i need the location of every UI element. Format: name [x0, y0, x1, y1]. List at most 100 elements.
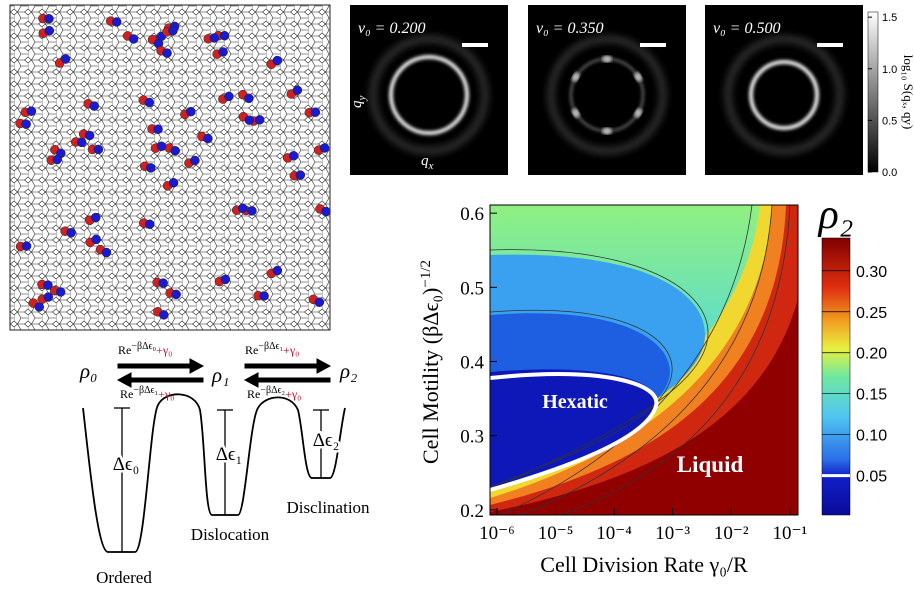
defect-blue — [146, 163, 156, 173]
defect-blue — [272, 265, 283, 276]
rate-part: −βΔϵ₁ — [133, 385, 158, 396]
halo — [548, 36, 666, 154]
defect-blue — [156, 141, 167, 152]
gray-colorbar: log₁₀ S(qₓ, qy) — [867, 11, 914, 173]
defect-blue — [128, 34, 139, 44]
state-label: ρ₁ — [211, 363, 229, 387]
barrier-label: Δϵ₂ — [313, 430, 340, 451]
y-tick-label: 0.5 — [460, 278, 484, 299]
defect-blue — [26, 106, 37, 116]
halo — [370, 36, 488, 154]
defect-blue — [203, 133, 213, 144]
diffraction-panel: v₀ = 0.350 — [528, 5, 686, 175]
x-axis-label: Cell Division Rate γ₀/R — [540, 552, 748, 577]
barrier-label: Δϵ₀ — [113, 454, 140, 475]
defect-blue — [153, 124, 163, 135]
ring — [749, 60, 819, 130]
defect-blue — [93, 144, 104, 155]
well-label: Ordered — [96, 568, 152, 587]
x-tick-label: 10⁻⁶ — [479, 523, 515, 544]
y-tick-label: 0.4 — [460, 352, 484, 373]
defect-blue — [220, 274, 231, 285]
q-symbol: q — [349, 100, 365, 108]
q-label: qx — [421, 153, 434, 172]
colorbar-tick-label: 0.05 — [856, 469, 887, 486]
contour — [490, 309, 673, 488]
label-part: y) — [901, 118, 914, 129]
defect-blue — [52, 154, 63, 165]
defect-blue — [171, 289, 181, 300]
defect-blue — [292, 85, 303, 95]
x-tick-label: 10⁻⁴ — [596, 523, 632, 544]
y-tick-label: 0.3 — [460, 427, 484, 448]
q-subscript: x — [428, 160, 434, 172]
defect-blue — [209, 33, 220, 43]
energy-diagram: ρ₀ ρ₁ ρ₂ Re−βΔϵ₀+γ₀ Re−βΔϵ₁+γ₀ Re−βΔϵ₁+γ… — [79, 341, 370, 587]
defect-blue — [288, 151, 299, 161]
defect-blue — [218, 47, 228, 57]
rate: Re−βΔϵ₀+γ₀ — [118, 341, 172, 357]
defect-blue — [244, 93, 254, 104]
defect-blue — [310, 107, 321, 117]
defect-blue — [219, 30, 230, 41]
gray-tick-label: 1.0 — [882, 64, 897, 76]
q-symbol: q — [421, 153, 429, 169]
panel-label: v₀ = 0.200 — [358, 20, 425, 37]
x-tick-label: 10⁻¹ — [772, 523, 807, 544]
defect-blue — [76, 137, 87, 148]
colorbar-tick-label: 0.30 — [856, 264, 887, 281]
q-label: qy — [349, 96, 368, 109]
defect-blue — [168, 25, 178, 36]
defect-blue — [186, 106, 196, 117]
panel-bg — [528, 5, 686, 175]
colorbar-tick-label: 0.15 — [856, 387, 887, 404]
y-tick-label: 0.6 — [460, 204, 484, 225]
defect-blue — [247, 206, 257, 216]
halo — [725, 36, 843, 154]
rate-part: Re — [118, 343, 131, 357]
defect-blue — [295, 170, 306, 180]
hexatic-boundary — [490, 372, 659, 492]
gray-ticks: 0.0 0.5 1.0 1.5 — [868, 12, 897, 179]
defect-blue — [43, 292, 54, 302]
defect-blue — [60, 54, 71, 64]
defect-blue — [21, 119, 31, 129]
contour — [519, 205, 773, 515]
label-part: −1/2 — [418, 260, 434, 288]
rate-part: −βΔϵ₁ — [258, 341, 283, 352]
defect-blue — [168, 178, 179, 188]
gray-tick-label: 1.5 — [882, 12, 897, 24]
y-axis-label: Cell Motility (βΔϵ₀)−1/2 — [418, 260, 443, 464]
defect-blue — [259, 291, 269, 301]
arrow — [117, 358, 205, 374]
q-subscript: y — [356, 96, 368, 102]
defect-blue — [111, 17, 122, 27]
rate: Re−βΔϵ₂+γ₀ — [247, 385, 301, 401]
defect-blue — [90, 212, 101, 223]
defect-blue — [162, 48, 172, 58]
rate-part: Re — [245, 343, 258, 357]
label-part: Cell Motility (βΔϵ₀) — [418, 288, 443, 464]
defect-blue — [89, 101, 99, 111]
state-label: ρ₂ — [339, 359, 357, 383]
defect-blue — [237, 203, 248, 214]
defect-blue — [43, 280, 53, 290]
heatmap-field — [490, 205, 798, 515]
defect-blue — [244, 115, 255, 125]
well-label: Dislocation — [191, 525, 270, 544]
defect-blue — [158, 278, 168, 288]
defect-blue — [272, 55, 283, 66]
defect-blue — [144, 219, 155, 230]
rate: Re−βΔϵ₁+γ₀ — [245, 341, 299, 357]
defect-blue — [254, 115, 265, 125]
colorbar — [821, 237, 851, 516]
diffraction-panel: v₀ = 0.200 — [350, 5, 508, 175]
defect-blue — [84, 130, 95, 141]
defect-blue — [321, 206, 331, 217]
defect-blue — [91, 234, 101, 245]
panel-bg — [350, 5, 508, 175]
rate-part: −βΔϵ₀ — [131, 341, 156, 352]
defect-blue — [44, 25, 55, 36]
